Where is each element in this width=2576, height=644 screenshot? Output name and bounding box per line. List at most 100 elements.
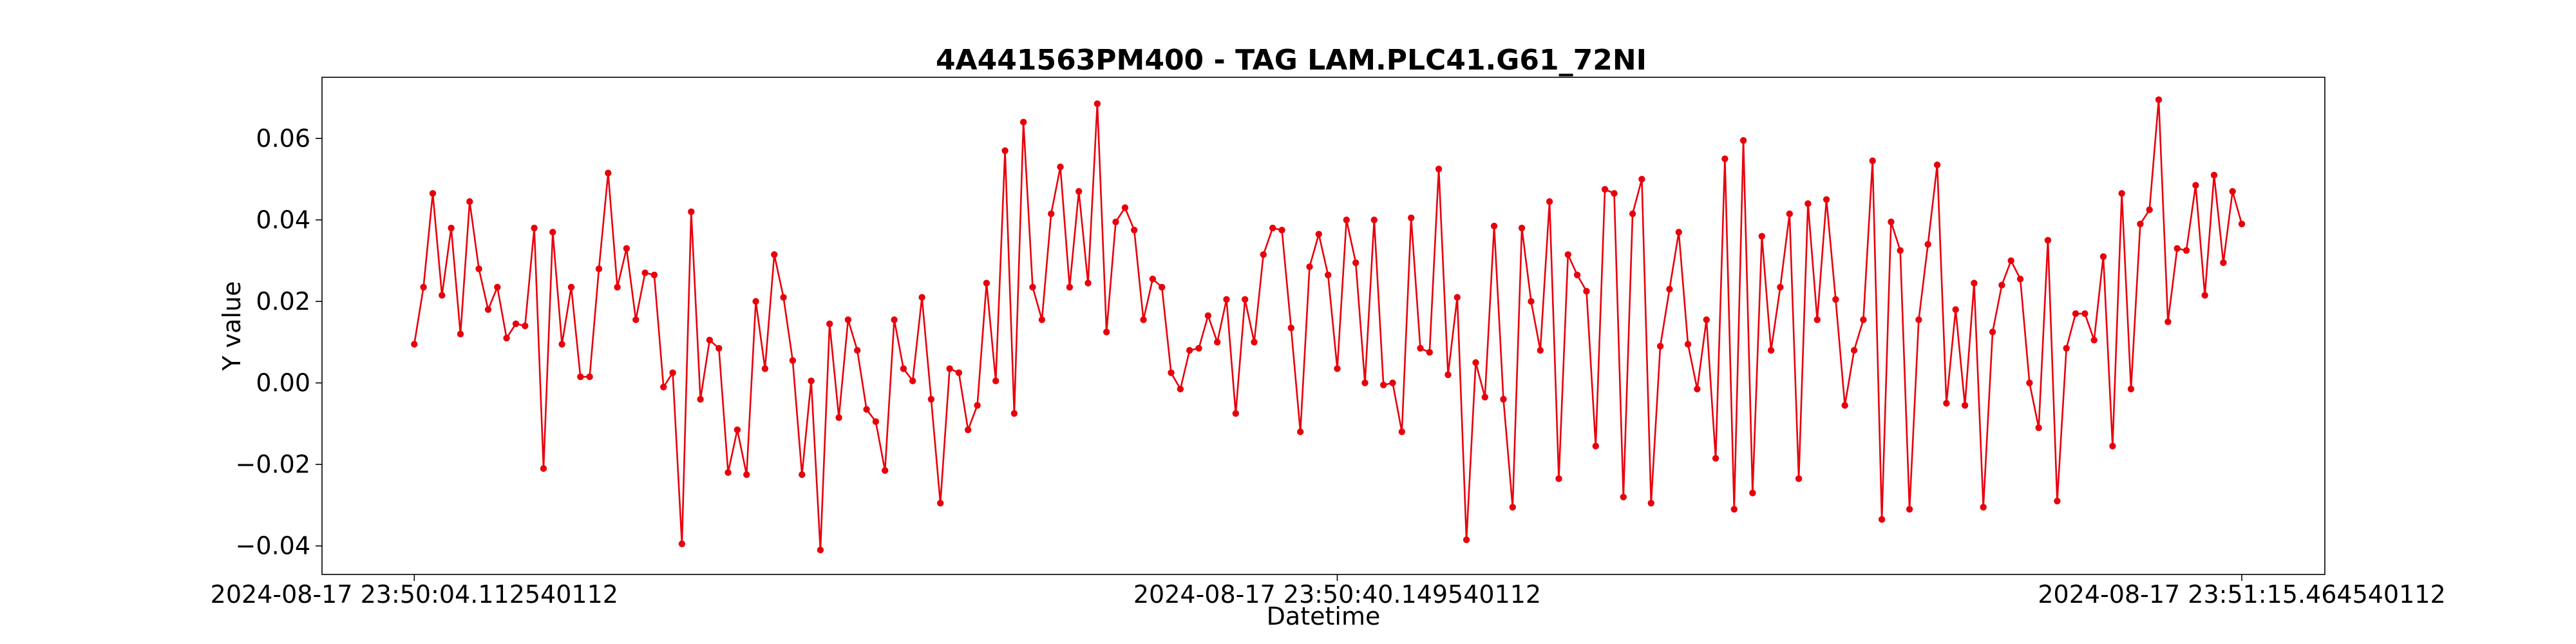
data-point <box>1075 188 1083 195</box>
data-point <box>1186 346 1193 354</box>
data-point <box>1306 263 1313 270</box>
data-point <box>2238 220 2246 227</box>
data-point <box>946 365 953 372</box>
data-point <box>1666 285 1673 293</box>
data-point <box>1647 500 1654 507</box>
data-point <box>1454 294 1461 301</box>
data-point <box>965 426 972 433</box>
data-point <box>558 341 565 348</box>
data-point <box>439 292 446 299</box>
data-point <box>660 383 667 391</box>
data-point <box>1352 259 1359 267</box>
data-point <box>1159 283 1166 291</box>
data-point <box>1952 306 1959 313</box>
data-point <box>1906 506 1913 513</box>
data-point <box>761 365 769 372</box>
data-point <box>1084 279 1092 287</box>
y-axis-label: Y value <box>218 281 246 371</box>
data-point <box>1251 339 1258 346</box>
x-tick-label: 2024-08-17 23:50:04.112540112 <box>211 580 618 609</box>
data-point <box>2127 385 2135 393</box>
x-tick-label: 2024-08-17 23:50:40.149540112 <box>1133 580 1541 609</box>
data-point <box>1573 271 1581 279</box>
data-point <box>512 320 520 327</box>
data-point <box>641 269 649 276</box>
chart-title: 4A441563PM400 - TAG LAM.PLC41.G61_72NI <box>936 44 1647 77</box>
data-point <box>1528 298 1535 305</box>
y-tick-label: −0.02 <box>236 450 310 478</box>
data-point <box>1814 316 1821 323</box>
x-axis: 2024-08-17 23:50:04.112540112 2024-08-17 … <box>211 574 2446 609</box>
data-point <box>1389 379 1396 386</box>
y-tick-label: 0.06 <box>256 124 310 153</box>
plot-area-frame <box>321 77 2325 575</box>
data-point <box>1121 204 1129 211</box>
data-point <box>1334 365 1341 372</box>
data-point <box>771 251 778 258</box>
data-point <box>669 369 676 376</box>
data-point <box>1832 296 1839 303</box>
data-point <box>1943 400 1950 407</box>
data-point <box>1758 232 1765 240</box>
data-point <box>1278 227 1285 234</box>
data-point <box>1721 155 1728 162</box>
data-point <box>1555 475 1562 482</box>
data-point <box>1325 271 1332 279</box>
series-points <box>411 96 2246 554</box>
data-point <box>1915 316 1922 323</box>
data-point <box>1103 328 1110 336</box>
data-point <box>2007 257 2014 264</box>
data-point <box>844 316 852 323</box>
data-point <box>1675 229 1682 236</box>
data-point <box>900 365 907 372</box>
data-point <box>789 357 797 364</box>
data-point <box>1620 493 1627 500</box>
data-point <box>2072 310 2079 317</box>
data-point <box>1804 200 1812 207</box>
data-point <box>1823 196 1830 203</box>
data-point <box>1315 231 1322 238</box>
data-point <box>1426 348 1433 356</box>
data-point <box>448 224 455 232</box>
data-point <box>872 418 880 425</box>
data-point <box>1656 343 1664 350</box>
data-point <box>632 316 639 323</box>
data-point <box>2063 345 2070 352</box>
data-point <box>1472 359 1479 366</box>
series-line <box>413 99 2243 551</box>
data-point <box>909 377 916 384</box>
data-point <box>466 198 473 205</box>
data-point <box>2090 336 2098 344</box>
data-point <box>411 341 418 348</box>
data-point <box>1518 224 1526 232</box>
data-point <box>1850 346 1858 354</box>
data-point <box>1214 339 1221 346</box>
data-point <box>1611 190 1618 197</box>
data-point <box>1961 402 1969 409</box>
data-point <box>494 283 501 291</box>
data-point <box>2099 253 2107 260</box>
data-point <box>522 322 529 330</box>
data-point <box>1980 504 1987 511</box>
data-point <box>1933 161 1941 169</box>
data-point <box>2229 188 2236 195</box>
y-tick-label: −0.04 <box>236 532 310 560</box>
data-point <box>1094 100 1101 108</box>
data-point <box>1971 279 1978 287</box>
x-tick-label: 2024-08-17 23:51:15.464540112 <box>2038 580 2445 609</box>
data-point <box>1989 328 1996 336</box>
data-point <box>457 330 464 337</box>
data-point <box>1841 402 1848 409</box>
data-point <box>1370 216 1378 223</box>
data-point <box>567 283 575 291</box>
data-point <box>2137 220 2144 227</box>
data-point <box>918 294 925 301</box>
data-point <box>734 426 741 433</box>
data-point <box>780 294 787 301</box>
data-point <box>1537 346 1544 354</box>
data-point <box>1398 428 1405 435</box>
data-point <box>817 546 824 554</box>
data-point <box>586 373 593 381</box>
data-point <box>1730 506 1738 513</box>
data-point <box>1490 222 1498 230</box>
